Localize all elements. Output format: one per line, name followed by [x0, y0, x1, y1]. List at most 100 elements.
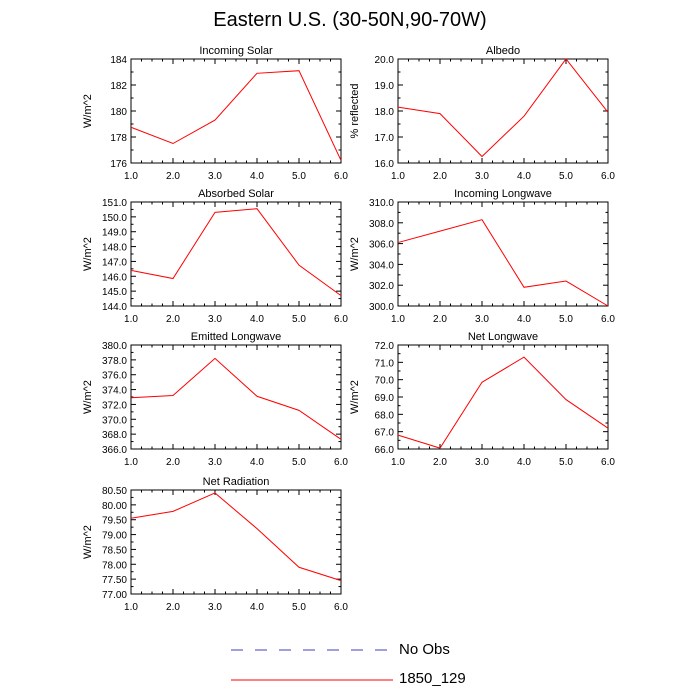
panel-net-radiation: Net Radiation 1.0 2.0 3.0 4.0 5.0 6.0 77.00 77.5…	[82, 476, 348, 613]
plot-frame	[130, 58, 342, 164]
panel-title: Emitted Longwave	[191, 331, 282, 343]
y-tick-label: 71.0	[375, 358, 395, 369]
y-tick-label: 178	[110, 133, 127, 144]
x-tick-label: 5.0	[292, 171, 306, 182]
x-tick-label: 1.0	[391, 171, 405, 182]
y-tick-label: 77.50	[102, 575, 127, 586]
y-tick-label: 176	[110, 159, 127, 170]
panel-title: Albedo	[486, 45, 520, 57]
x-tick-label: 5.0	[292, 602, 306, 613]
x-tick-label: 3.0	[475, 457, 489, 468]
y-tick-label: 20.0	[375, 55, 395, 66]
x-tick-label: 2.0	[166, 314, 180, 325]
x-tick-label: 2.0	[166, 602, 180, 613]
y-tick-label: 19.0	[375, 81, 395, 92]
x-tick-label: 1.0	[124, 457, 138, 468]
y-axis-label: W/m^2	[349, 237, 361, 271]
x-tick-label: 2.0	[433, 314, 447, 325]
panel-incoming-solar: Incoming Solar 1.0 2.0 3.0 4.0 5.0 6.0 176 178 18…	[82, 45, 348, 182]
x-tick-label: 6.0	[334, 171, 348, 182]
y-tick-label: 366.0	[102, 445, 127, 456]
x-tick-label: 5.0	[559, 314, 573, 325]
plot-frame	[130, 344, 342, 450]
x-tick-label: 3.0	[208, 457, 222, 468]
x-tick-label: 4.0	[517, 314, 531, 325]
x-tick-label: 4.0	[517, 171, 531, 182]
y-tick-label: 151.0	[102, 198, 127, 209]
y-tick-label: 378.0	[102, 356, 127, 367]
y-tick-label: 370.0	[102, 415, 127, 426]
y-tick-label: 302.0	[369, 281, 394, 292]
x-tick-label: 6.0	[601, 314, 615, 325]
y-tick-label: 147.0	[102, 257, 127, 268]
y-tick-label: 68.0	[375, 410, 395, 421]
panel-title: Net Radiation	[203, 476, 270, 488]
plot-frame	[397, 58, 609, 164]
y-axis-label: W/m^2	[82, 94, 94, 128]
y-tick-label: 78.50	[102, 545, 127, 556]
y-tick-label: 146.0	[102, 272, 127, 283]
y-tick-label: 300.0	[369, 302, 394, 313]
x-tick-label: 6.0	[334, 314, 348, 325]
y-tick-label: 310.0	[369, 198, 394, 209]
y-tick-label: 145.0	[102, 287, 127, 298]
x-tick-label: 6.0	[334, 457, 348, 468]
y-tick-label: 70.0	[375, 376, 395, 387]
y-tick-label: 306.0	[369, 240, 394, 251]
y-axis-label: W/m^2	[82, 380, 94, 414]
panel-absorbed-solar: Absorbed Solar 1.0 2.0 3.0 4.0 5.0 6.0 144.0 145…	[82, 188, 348, 325]
y-tick-label: 308.0	[369, 219, 394, 230]
y-tick-label: 144.0	[102, 302, 127, 313]
series-line	[397, 219, 609, 307]
y-tick-label: 148.0	[102, 243, 127, 254]
y-tick-label: 16.0	[375, 159, 395, 170]
panel-title: Incoming Solar	[199, 45, 273, 57]
y-axis-label: W/m^2	[82, 237, 94, 271]
x-tick-label: 5.0	[559, 457, 573, 468]
y-tick-label: 80.50	[102, 486, 127, 497]
y-tick-label: 66.0	[375, 445, 395, 456]
series-line	[130, 492, 342, 582]
plot-frame	[130, 201, 342, 307]
x-tick-label: 1.0	[124, 171, 138, 182]
y-axis-label: % reflected	[349, 83, 361, 138]
panel-title: Net Longwave	[468, 331, 538, 343]
legend	[231, 649, 393, 681]
x-tick-label: 4.0	[250, 457, 264, 468]
x-tick-label: 3.0	[475, 171, 489, 182]
plot-frame	[130, 489, 342, 595]
y-tick-label: 79.00	[102, 531, 127, 542]
x-tick-label: 1.0	[391, 457, 405, 468]
x-tick-label: 4.0	[250, 314, 264, 325]
x-tick-label: 5.0	[292, 314, 306, 325]
y-tick-label: 150.0	[102, 213, 127, 224]
y-tick-label: 67.0	[375, 428, 395, 439]
x-tick-label: 3.0	[208, 602, 222, 613]
x-tick-label: 2.0	[433, 457, 447, 468]
legend-label-no-obs: No Obs	[399, 641, 450, 658]
y-tick-label: 184	[110, 55, 127, 66]
y-tick-label: 374.0	[102, 386, 127, 397]
y-tick-label: 79.50	[102, 516, 127, 527]
y-tick-label: 372.0	[102, 400, 127, 411]
x-tick-label: 4.0	[250, 602, 264, 613]
x-tick-label: 6.0	[601, 171, 615, 182]
panel-title: Absorbed Solar	[198, 188, 274, 200]
panel-title: Incoming Longwave	[454, 188, 552, 200]
y-axis-label: W/m^2	[349, 380, 361, 414]
y-tick-label: 149.0	[102, 228, 127, 239]
x-tick-label: 3.0	[208, 314, 222, 325]
y-tick-label: 182	[110, 81, 127, 92]
series-line	[130, 357, 342, 440]
x-tick-label: 4.0	[517, 457, 531, 468]
series-line	[397, 356, 609, 449]
y-tick-label: 72.0	[375, 341, 395, 352]
panel-albedo: Albedo 1.0 2.0 3.0 4.0 5.0 6.0 16.0 17.0 18.0 19.0…	[349, 45, 615, 182]
x-tick-label: 6.0	[601, 457, 615, 468]
series-line	[397, 58, 609, 158]
legend-label-1850-129: 1850_129	[399, 670, 466, 687]
panel-incoming-longwave: Incoming Longwave 1.0 2.0 3.0 4.0 5.0 6.0 300.0…	[349, 188, 615, 325]
x-tick-label: 2.0	[166, 171, 180, 182]
x-tick-label: 2.0	[166, 457, 180, 468]
series-line	[130, 208, 342, 297]
